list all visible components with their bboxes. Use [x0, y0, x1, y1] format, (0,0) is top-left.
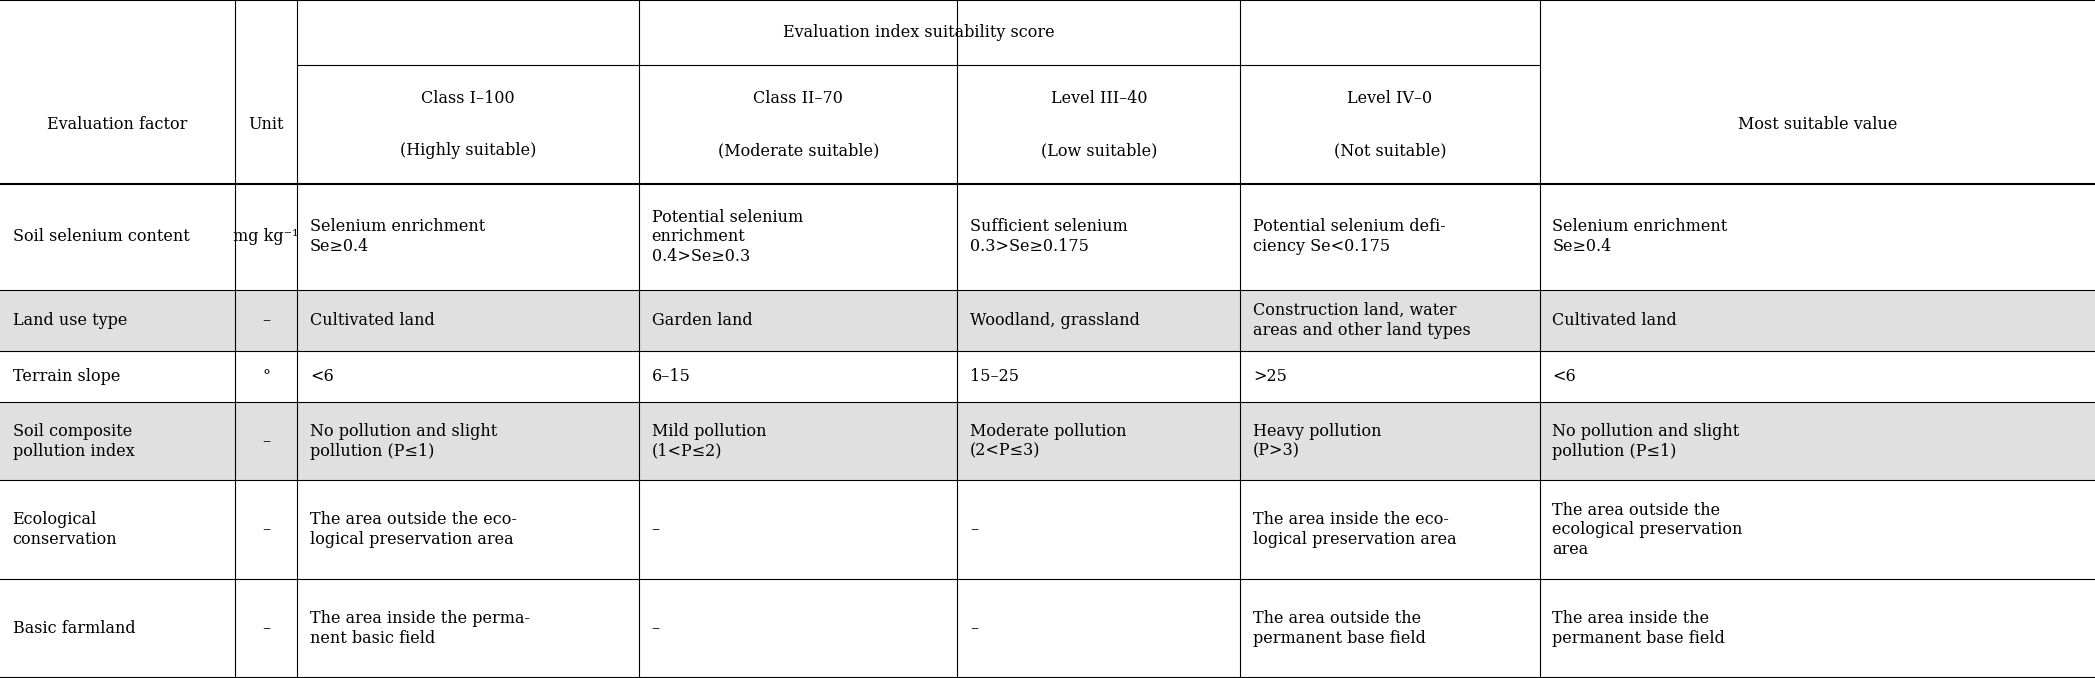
Text: –: – — [652, 521, 660, 538]
Text: mg kg⁻¹: mg kg⁻¹ — [233, 228, 300, 245]
Text: Soil composite
pollution index: Soil composite pollution index — [13, 423, 134, 460]
Text: The area outside the
ecological preservation
area: The area outside the ecological preserva… — [1552, 502, 1743, 558]
Text: Evaluation factor: Evaluation factor — [46, 116, 189, 133]
Text: Heavy pollution
(P>3): Heavy pollution (P>3) — [1253, 423, 1381, 460]
Text: –: – — [262, 433, 270, 450]
Text: No pollution and slight
pollution (P≤1): No pollution and slight pollution (P≤1) — [1552, 423, 1739, 460]
Text: –: – — [970, 521, 978, 538]
Text: Soil selenium content: Soil selenium content — [13, 228, 189, 245]
Text: <6: <6 — [310, 368, 333, 385]
Bar — [0, 402, 2095, 481]
Text: Evaluation index suitability score: Evaluation index suitability score — [784, 24, 1054, 41]
Bar — [0, 290, 2095, 351]
Text: 15–25: 15–25 — [970, 368, 1018, 385]
Text: Sufficient selenium
0.3>Se≥0.175: Sufficient selenium 0.3>Se≥0.175 — [970, 218, 1127, 255]
Text: (Highly suitable): (Highly suitable) — [400, 142, 536, 159]
Text: Basic farmland: Basic farmland — [13, 620, 136, 637]
Text: –: – — [262, 312, 270, 329]
Text: Cultivated land: Cultivated land — [1552, 312, 1678, 329]
Text: Class II–70: Class II–70 — [754, 89, 842, 106]
Text: Moderate pollution
(2<P≤3): Moderate pollution (2<P≤3) — [970, 423, 1127, 460]
Text: Cultivated land: Cultivated land — [310, 312, 436, 329]
Text: No pollution and slight
pollution (P≤1): No pollution and slight pollution (P≤1) — [310, 423, 497, 460]
Text: Selenium enrichment
Se≥0.4: Selenium enrichment Se≥0.4 — [1552, 218, 1728, 255]
Text: The area outside the eco-
logical preservation area: The area outside the eco- logical preser… — [310, 511, 517, 548]
Text: The area inside the perma-
nent basic field: The area inside the perma- nent basic fi… — [310, 610, 530, 647]
Text: The area inside the eco-
logical preservation area: The area inside the eco- logical preserv… — [1253, 511, 1456, 548]
Text: The area outside the
permanent base field: The area outside the permanent base fiel… — [1253, 610, 1427, 647]
Text: Unit: Unit — [249, 116, 283, 133]
Text: –: – — [262, 521, 270, 538]
Text: (Moderate suitable): (Moderate suitable) — [716, 142, 880, 159]
Text: Garden land: Garden land — [652, 312, 752, 329]
Text: Land use type: Land use type — [13, 312, 128, 329]
Text: Level III–40: Level III–40 — [1050, 89, 1148, 106]
Text: Class I–100: Class I–100 — [421, 89, 515, 106]
Text: >25: >25 — [1253, 368, 1286, 385]
Text: °: ° — [262, 368, 270, 385]
Text: Potential selenium
enrichment
0.4>Se≥0.3: Potential selenium enrichment 0.4>Se≥0.3 — [652, 209, 802, 265]
Text: (Low suitable): (Low suitable) — [1041, 142, 1156, 159]
Text: Construction land, water
areas and other land types: Construction land, water areas and other… — [1253, 302, 1471, 338]
Text: 6–15: 6–15 — [652, 368, 691, 385]
Text: –: – — [970, 620, 978, 637]
Text: Mild pollution
(1<P≤2): Mild pollution (1<P≤2) — [652, 423, 767, 460]
Text: Terrain slope: Terrain slope — [13, 368, 119, 385]
Text: Potential selenium defi-
ciency Se<0.175: Potential selenium defi- ciency Se<0.175 — [1253, 218, 1446, 255]
Text: Most suitable value: Most suitable value — [1737, 116, 1898, 133]
Text: Ecological
conservation: Ecological conservation — [13, 511, 117, 548]
Text: Woodland, grassland: Woodland, grassland — [970, 312, 1140, 329]
Text: Selenium enrichment
Se≥0.4: Selenium enrichment Se≥0.4 — [310, 218, 486, 255]
Text: <6: <6 — [1552, 368, 1575, 385]
Text: –: – — [652, 620, 660, 637]
Text: The area inside the
permanent base field: The area inside the permanent base field — [1552, 610, 1726, 647]
Text: (Not suitable): (Not suitable) — [1335, 142, 1446, 159]
Text: Level IV–0: Level IV–0 — [1347, 89, 1433, 106]
Text: –: – — [262, 620, 270, 637]
